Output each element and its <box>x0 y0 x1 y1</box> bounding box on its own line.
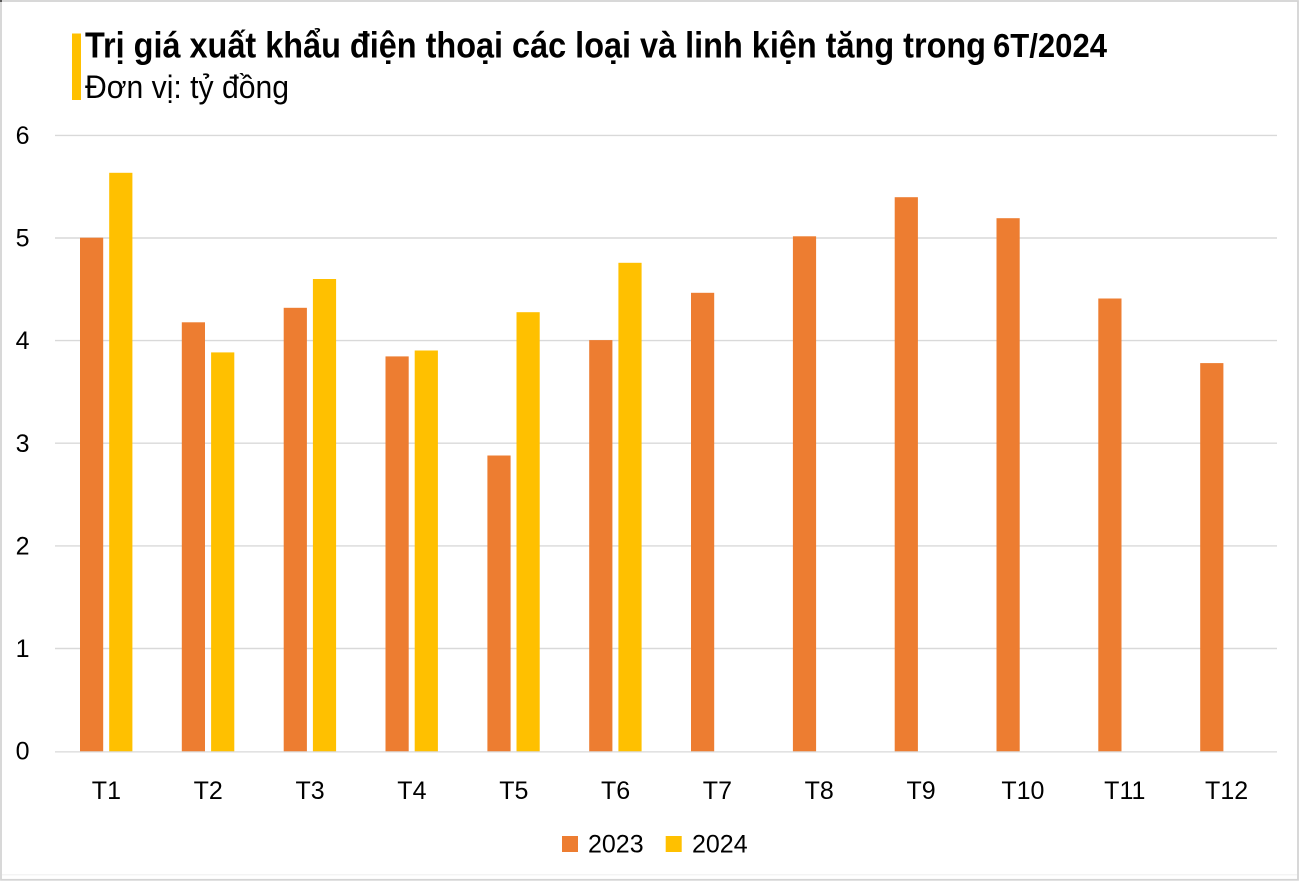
svg-text:T11: T11 <box>1104 777 1145 805</box>
svg-text:3: 3 <box>16 430 30 458</box>
svg-text:T10: T10 <box>1001 777 1044 805</box>
svg-text:T9: T9 <box>907 777 936 805</box>
svg-text:2024: 2024 <box>692 831 748 859</box>
svg-text:Trị giá xuất khẩu điện thoại c: Trị giá xuất khẩu điện thoại các loại và… <box>85 24 986 65</box>
svg-text:6T/2024: 6T/2024 <box>993 27 1108 64</box>
svg-text:0: 0 <box>16 738 30 766</box>
svg-text:T6: T6 <box>601 777 630 805</box>
svg-text:1: 1 <box>16 635 30 663</box>
svg-text:Đơn vị: tỷ đồng: Đơn vị: tỷ đồng <box>85 69 289 105</box>
svg-text:T4: T4 <box>397 777 426 805</box>
svg-text:T12: T12 <box>1205 777 1248 805</box>
svg-text:T5: T5 <box>499 777 528 805</box>
svg-text:6: 6 <box>16 122 30 150</box>
svg-text:T1: T1 <box>92 777 121 805</box>
svg-text:2023: 2023 <box>588 831 644 859</box>
svg-text:5: 5 <box>16 225 30 253</box>
svg-text:T7: T7 <box>703 777 732 805</box>
svg-text:T8: T8 <box>805 777 834 805</box>
svg-text:T3: T3 <box>296 777 325 805</box>
svg-text:4: 4 <box>16 327 30 355</box>
svg-text:T2: T2 <box>194 777 223 805</box>
svg-text:2: 2 <box>16 533 30 561</box>
